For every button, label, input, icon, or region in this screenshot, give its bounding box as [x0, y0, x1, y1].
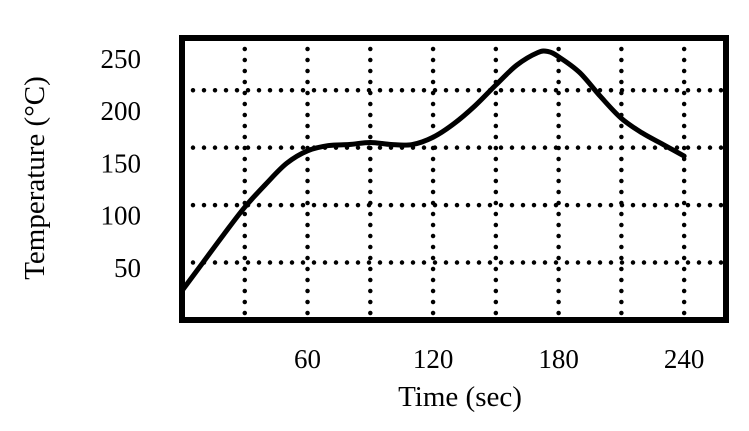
y-tick-labels: 50 100 150 200 250	[101, 44, 142, 283]
x-tick-label-120: 120	[413, 344, 454, 374]
plot-frame	[179, 35, 729, 323]
y-tick-label-150: 150	[101, 148, 142, 178]
y-tick-label-50: 50	[114, 253, 141, 283]
x-tick-label-180: 180	[538, 344, 579, 374]
plot-area	[182, 48, 687, 294]
x-tick-label-240: 240	[664, 344, 705, 374]
temperature-series-line	[182, 48, 687, 294]
y-axis-title: Temperature (°C)	[19, 76, 51, 280]
grid-layer	[179, 35, 729, 323]
y-tick-label-200: 200	[101, 96, 142, 126]
y-tick-label-100: 100	[101, 201, 142, 231]
x-axis-title: Time (sec)	[398, 381, 522, 413]
y-tick-label-250: 250	[101, 44, 142, 74]
x-tick-labels: 60 120 180 240	[294, 344, 704, 374]
x-tick-label-60: 60	[294, 344, 321, 374]
